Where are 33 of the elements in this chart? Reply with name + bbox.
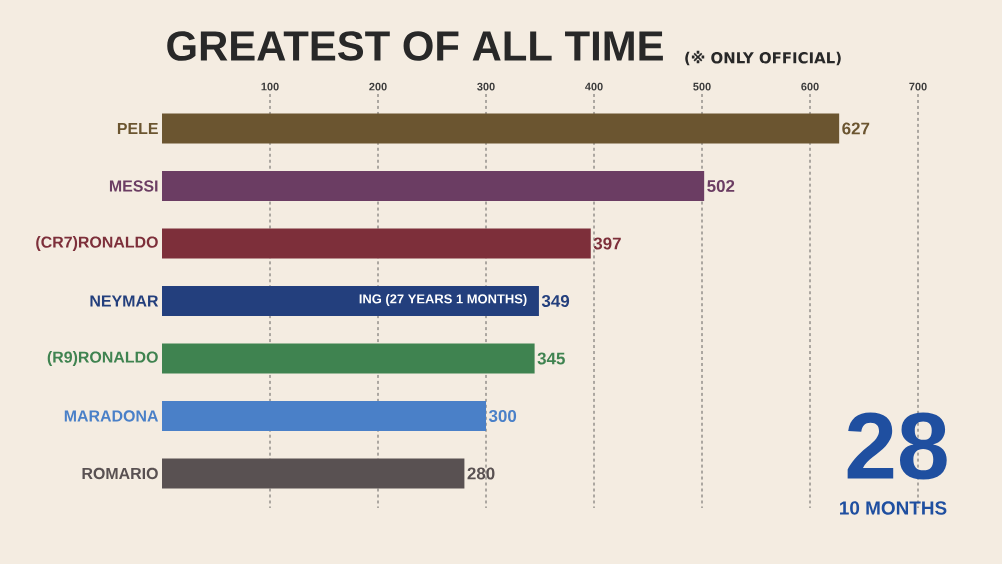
x-tick-label: 500 <box>693 82 711 91</box>
bar <box>162 228 591 259</box>
y-tick-label: NEYMAR <box>90 295 159 307</box>
bar <box>162 113 840 144</box>
data-label: 349 <box>541 294 570 307</box>
annotation: ING (27 YEARS 1 MONTHS) <box>359 293 527 307</box>
data-label: 300 <box>488 409 517 422</box>
bar <box>162 458 465 489</box>
data-label: 627 <box>842 122 870 135</box>
chart-subtitle: (※ ONLY OFFICIAL) <box>685 50 841 66</box>
x-tick-label: 100 <box>261 82 279 91</box>
y-tick-label: ROMARIO <box>82 467 158 480</box>
y-tick-label: (CR7)RONALDO <box>36 236 158 251</box>
y-tick-label: PELE <box>117 123 158 134</box>
y-tick-label: (R9)RONALDO <box>47 351 158 366</box>
chart-title: GREATEST OF ALL TIME <box>167 31 663 61</box>
x-tick-label: 300 <box>477 82 495 91</box>
x-tick-label: 200 <box>369 82 387 91</box>
bar <box>162 343 535 374</box>
data-label: 345 <box>537 352 565 365</box>
bar <box>162 170 705 201</box>
data-label: 397 <box>593 237 621 250</box>
data-label: 502 <box>707 180 735 192</box>
bar <box>162 285 539 316</box>
data-label: 280 <box>467 467 495 480</box>
x-tick-label: 700 <box>909 82 927 91</box>
x-tick-label: 600 <box>801 82 819 91</box>
annotation: 10 MONTHS <box>840 501 947 515</box>
annotation: 28 <box>847 412 947 480</box>
x-tick-label: 400 <box>585 82 603 91</box>
y-tick-label: MESSI <box>109 180 158 192</box>
y-tick-label: MARADONA <box>64 410 159 422</box>
bar <box>162 400 487 431</box>
